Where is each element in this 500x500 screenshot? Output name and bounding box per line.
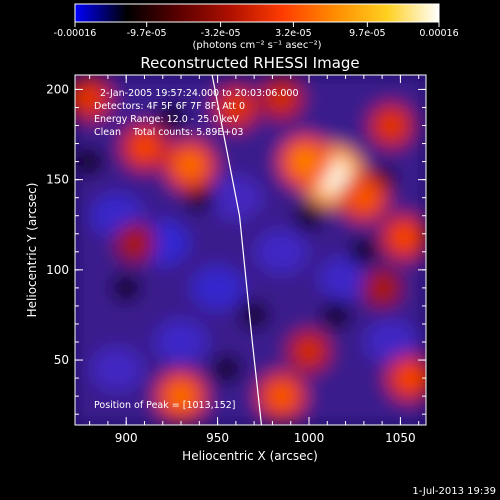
emission-core bbox=[350, 184, 378, 212]
emission-core bbox=[296, 338, 322, 364]
peak-position-label: Position of Peak = [1013,152] bbox=[94, 400, 235, 411]
emission-core bbox=[176, 151, 205, 180]
emission-core bbox=[124, 231, 147, 254]
emission-core bbox=[390, 224, 418, 251]
heatmap-trough bbox=[112, 273, 141, 302]
solar-limb-line bbox=[211, 75, 263, 425]
heatmap-trough bbox=[349, 237, 378, 266]
negative-region bbox=[191, 265, 244, 310]
colorbar-tick-label: 9.7e-05 bbox=[349, 28, 385, 39]
info-line-clean: Clean Total counts: 5.89E+03 bbox=[94, 127, 243, 138]
chart-title: Reconstructed RHESSI Image bbox=[140, 54, 359, 72]
heatmap-blobs bbox=[75, 75, 426, 425]
observation-info: 2-Jan-2005 19:57:24.000 to 20:03:06.000 … bbox=[94, 88, 298, 138]
colorbar-unit-label: (photons cm⁻² s⁻¹ asec⁻²) bbox=[192, 40, 321, 51]
plot-frame bbox=[74, 74, 427, 426]
heatmap-trough bbox=[75, 147, 104, 176]
info-line-detectors: Detectors: 4F 5F 6F 7F 8F, Att 0 bbox=[94, 101, 245, 112]
info-line-time: 2-Jan-2005 19:57:24.000 to 20:03:06.000 bbox=[100, 88, 298, 99]
x-tick-label: 1000 bbox=[294, 431, 325, 445]
heatmap-trough bbox=[240, 300, 269, 329]
heatmap-trough bbox=[212, 355, 241, 384]
y-tick-label: 50 bbox=[54, 353, 69, 367]
y-tick-label: 100 bbox=[46, 263, 69, 277]
y-tick-label: 200 bbox=[46, 82, 69, 96]
colorbar-tick-label: 0.00016 bbox=[419, 28, 458, 39]
info-line-energy: Energy Range: 12.0 - 25.0 keV bbox=[94, 114, 239, 125]
heatmap-trough bbox=[295, 201, 323, 230]
negative-region bbox=[155, 320, 208, 365]
colorbar-tick-label: -3.2e-05 bbox=[201, 28, 241, 39]
emission-core bbox=[290, 146, 320, 177]
emission-core bbox=[131, 134, 158, 161]
colorbar-tick-label: -9.7e-05 bbox=[127, 28, 167, 39]
emission-core bbox=[269, 86, 294, 111]
emission-core bbox=[76, 85, 103, 112]
y-tick-label: 150 bbox=[46, 173, 69, 187]
colorbar-tick-label: 3.2e-05 bbox=[275, 28, 311, 39]
colorbar bbox=[74, 3, 440, 23]
negative-region bbox=[365, 320, 418, 365]
emission-core bbox=[378, 112, 404, 139]
footer-timestamp: 1-Jul-2013 19:39 bbox=[412, 486, 496, 497]
x-tick-label: 1050 bbox=[385, 431, 416, 445]
negative-region bbox=[91, 347, 144, 392]
emission-core bbox=[396, 364, 423, 392]
heatmap-trough bbox=[322, 300, 351, 329]
colorbar-ticks: -0.00016 -9.7e-05 -3.2e-05 3.2e-05 9.7e-05 0.… bbox=[54, 22, 459, 39]
y-axis-label: Heliocentric Y (arcsec) bbox=[25, 183, 39, 318]
x-tick-label: 950 bbox=[206, 431, 229, 445]
emission-core bbox=[267, 382, 296, 410]
emission-core bbox=[370, 276, 394, 300]
negative-region bbox=[319, 256, 372, 301]
colorbar-tick-label: -0.00016 bbox=[54, 28, 97, 39]
emission-core bbox=[223, 94, 249, 121]
y-axis-ticks: 50 100 150 200 bbox=[46, 82, 426, 415]
x-axis-ticks: 900 950 1000 1050 bbox=[89, 75, 420, 445]
x-tick-label: 900 bbox=[115, 431, 138, 445]
heatmap-trough bbox=[157, 102, 186, 131]
emission-core bbox=[166, 381, 196, 411]
heatmap-area bbox=[75, 75, 426, 425]
negative-region bbox=[255, 229, 308, 274]
x-axis-label: Heliocentric X (arcsec) bbox=[182, 449, 318, 463]
